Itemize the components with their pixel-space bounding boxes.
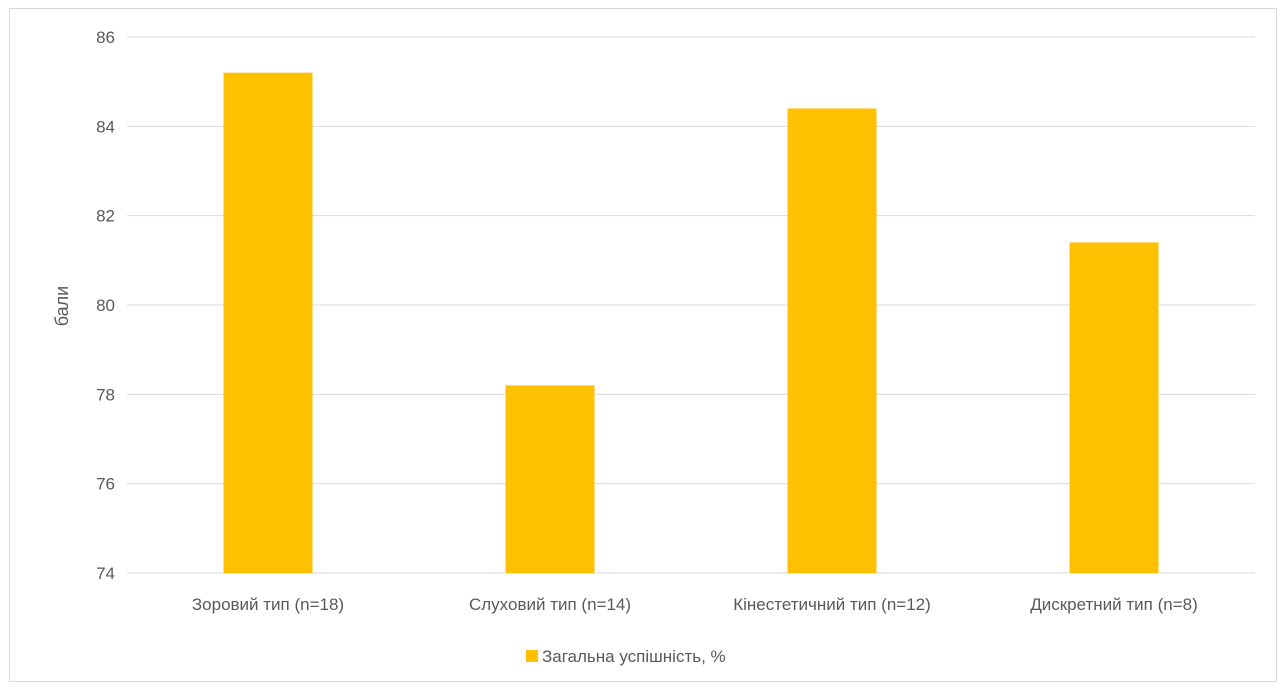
bar xyxy=(787,108,877,573)
x-tick-label: Зоровий тип (n=18) xyxy=(192,595,344,614)
y-tick-label: 82 xyxy=(96,207,115,226)
legend-label: Загальна успішність, % xyxy=(542,647,726,666)
bar xyxy=(223,72,313,573)
y-tick-label: 74 xyxy=(96,564,115,583)
bars xyxy=(223,72,1159,573)
bar xyxy=(505,385,595,573)
bar xyxy=(1069,242,1159,573)
x-tick-label: Слуховий тип (n=14) xyxy=(469,595,631,614)
x-axis-ticks: Зоровий тип (n=18) Слуховий тип (n=14) Кін… xyxy=(192,595,1198,614)
y-tick-label: 84 xyxy=(96,117,115,136)
y-tick-label: 86 xyxy=(96,28,115,47)
legend-swatch xyxy=(526,650,538,662)
y-axis-title: бали xyxy=(52,286,72,326)
y-tick-label: 80 xyxy=(96,296,115,315)
y-tick-label: 78 xyxy=(96,385,115,404)
y-tick-label: 76 xyxy=(96,475,115,494)
x-tick-label: Дискретний тип (n=8) xyxy=(1030,595,1198,614)
x-tick-label: Кінестетичний тип (n=12) xyxy=(733,595,931,614)
chart-frame xyxy=(9,8,1277,682)
legend: Загальна успішність, % xyxy=(526,647,726,666)
y-axis-ticks: 74 76 78 80 82 84 86 xyxy=(96,28,115,583)
gridlines xyxy=(127,36,1255,574)
